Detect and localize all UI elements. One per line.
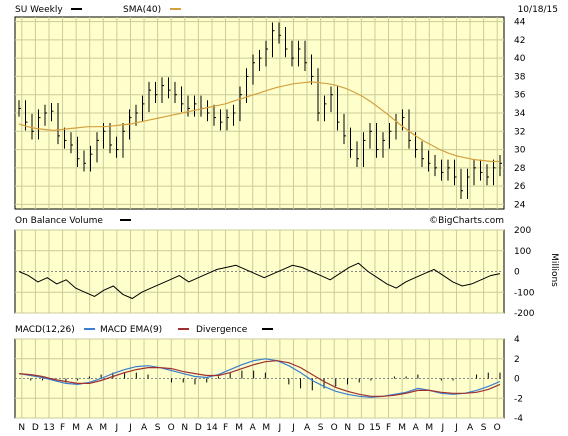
x-tick-label: J xyxy=(115,423,119,433)
x-tick-label: F xyxy=(223,423,228,433)
x-tick-label: O xyxy=(494,423,501,433)
y-tick-label: -200 xyxy=(514,309,535,319)
y-tick-label: 4 xyxy=(514,335,520,345)
price-axis: 24 26 28 30 32 34 36 38 40 42 44 xyxy=(514,18,526,211)
x-tick-label: J xyxy=(454,423,458,433)
symbol-label: SU Weekly xyxy=(15,5,63,15)
x-tick-label: 14 xyxy=(206,423,218,433)
y-tick-label: 44 xyxy=(514,18,526,28)
x-tick-label: A xyxy=(467,423,474,433)
obv-label: On Balance Volume xyxy=(15,216,103,226)
obv-axis: 200 100 0 -100 -200 xyxy=(514,226,535,319)
x-tick-label: 13 xyxy=(43,423,54,433)
y-tick-label: 42 xyxy=(514,36,525,46)
x-tick-label: N xyxy=(18,423,25,433)
y-tick-label: -100 xyxy=(514,288,535,298)
x-axis: N D 13 F M A M J J A S O N D 14 F M A M J J A S O N D 15 F M A M J J A S O xyxy=(18,423,500,433)
divergence-legend-swatch xyxy=(262,328,273,330)
date-label: 10/18/15 xyxy=(518,5,558,15)
y-tick-label: 38 xyxy=(514,72,526,82)
y-tick-label: 0 xyxy=(514,268,520,278)
macd-line xyxy=(18,358,501,398)
y-tick-label: -4 xyxy=(514,414,523,424)
x-tick-label: D xyxy=(195,423,202,433)
x-tick-label: A xyxy=(87,423,94,433)
x-tick-label: F xyxy=(60,423,65,433)
x-tick-label: S xyxy=(155,423,161,433)
obv-line xyxy=(18,262,501,300)
x-tick-label: S xyxy=(318,423,324,433)
y-tick-label: 36 xyxy=(514,91,526,101)
x-tick-label: M xyxy=(99,423,107,433)
x-tick-label: J xyxy=(128,423,132,433)
macd-label: MACD(12,26) xyxy=(15,325,75,335)
x-tick-label: N xyxy=(344,423,351,433)
x-tick-label: O xyxy=(168,423,175,433)
x-tick-label: M xyxy=(72,423,80,433)
price-legend-swatch xyxy=(71,8,82,10)
watermark: ©BigCharts.com xyxy=(429,216,504,226)
x-tick-label: M xyxy=(398,423,406,433)
y-tick-label: 26 xyxy=(514,182,526,192)
price-grid xyxy=(15,17,504,209)
obv-legend-swatch xyxy=(120,219,131,221)
x-tick-label: D xyxy=(32,423,39,433)
macd-ema-legend-swatch xyxy=(178,328,189,330)
y-tick-label: 30 xyxy=(514,146,526,156)
x-tick-label: A xyxy=(250,423,257,433)
obv-grid xyxy=(15,229,504,314)
x-tick-label: M xyxy=(425,423,433,433)
sma-legend-swatch xyxy=(170,8,181,10)
y-tick-label: 28 xyxy=(514,164,526,174)
y-tick-label: 32 xyxy=(514,127,525,137)
macd-grid xyxy=(15,338,504,419)
x-tick-label: J xyxy=(291,423,295,433)
divergence-label: Divergence xyxy=(196,325,248,335)
x-tick-label: M xyxy=(262,423,270,433)
units-label: Millions xyxy=(549,253,559,287)
y-tick-label: 100 xyxy=(514,247,531,257)
x-tick-label: M xyxy=(235,423,243,433)
y-tick-label: -2 xyxy=(514,394,523,404)
x-tick-label: N xyxy=(181,423,188,433)
y-tick-label: 40 xyxy=(514,54,526,64)
x-tick-label: F xyxy=(386,423,391,433)
x-tick-label: J xyxy=(441,423,445,433)
x-tick-label: 15 xyxy=(369,423,380,433)
macd-axis: 4 2 0 -2 -4 xyxy=(514,335,523,424)
y-tick-label: 200 xyxy=(514,226,531,236)
x-tick-label: O xyxy=(331,423,338,433)
y-tick-label: 2 xyxy=(514,355,520,365)
chart-marks xyxy=(18,22,502,398)
y-tick-label: 24 xyxy=(514,200,526,210)
sma-label: SMA(40) xyxy=(123,5,161,15)
x-tick-label: J xyxy=(278,423,282,433)
x-tick-label: A xyxy=(304,423,311,433)
y-tick-label: 34 xyxy=(514,109,526,119)
x-tick-label: A xyxy=(141,423,148,433)
x-tick-label: S xyxy=(481,423,487,433)
macd-ema-line xyxy=(18,360,501,397)
macd-ema-label: MACD EMA(9) xyxy=(100,325,162,335)
macd-legend-swatch xyxy=(84,328,95,330)
y-tick-label: 0 xyxy=(514,375,520,385)
x-tick-label: D xyxy=(358,423,365,433)
sma-line xyxy=(18,81,500,163)
x-tick-label: A xyxy=(413,423,420,433)
